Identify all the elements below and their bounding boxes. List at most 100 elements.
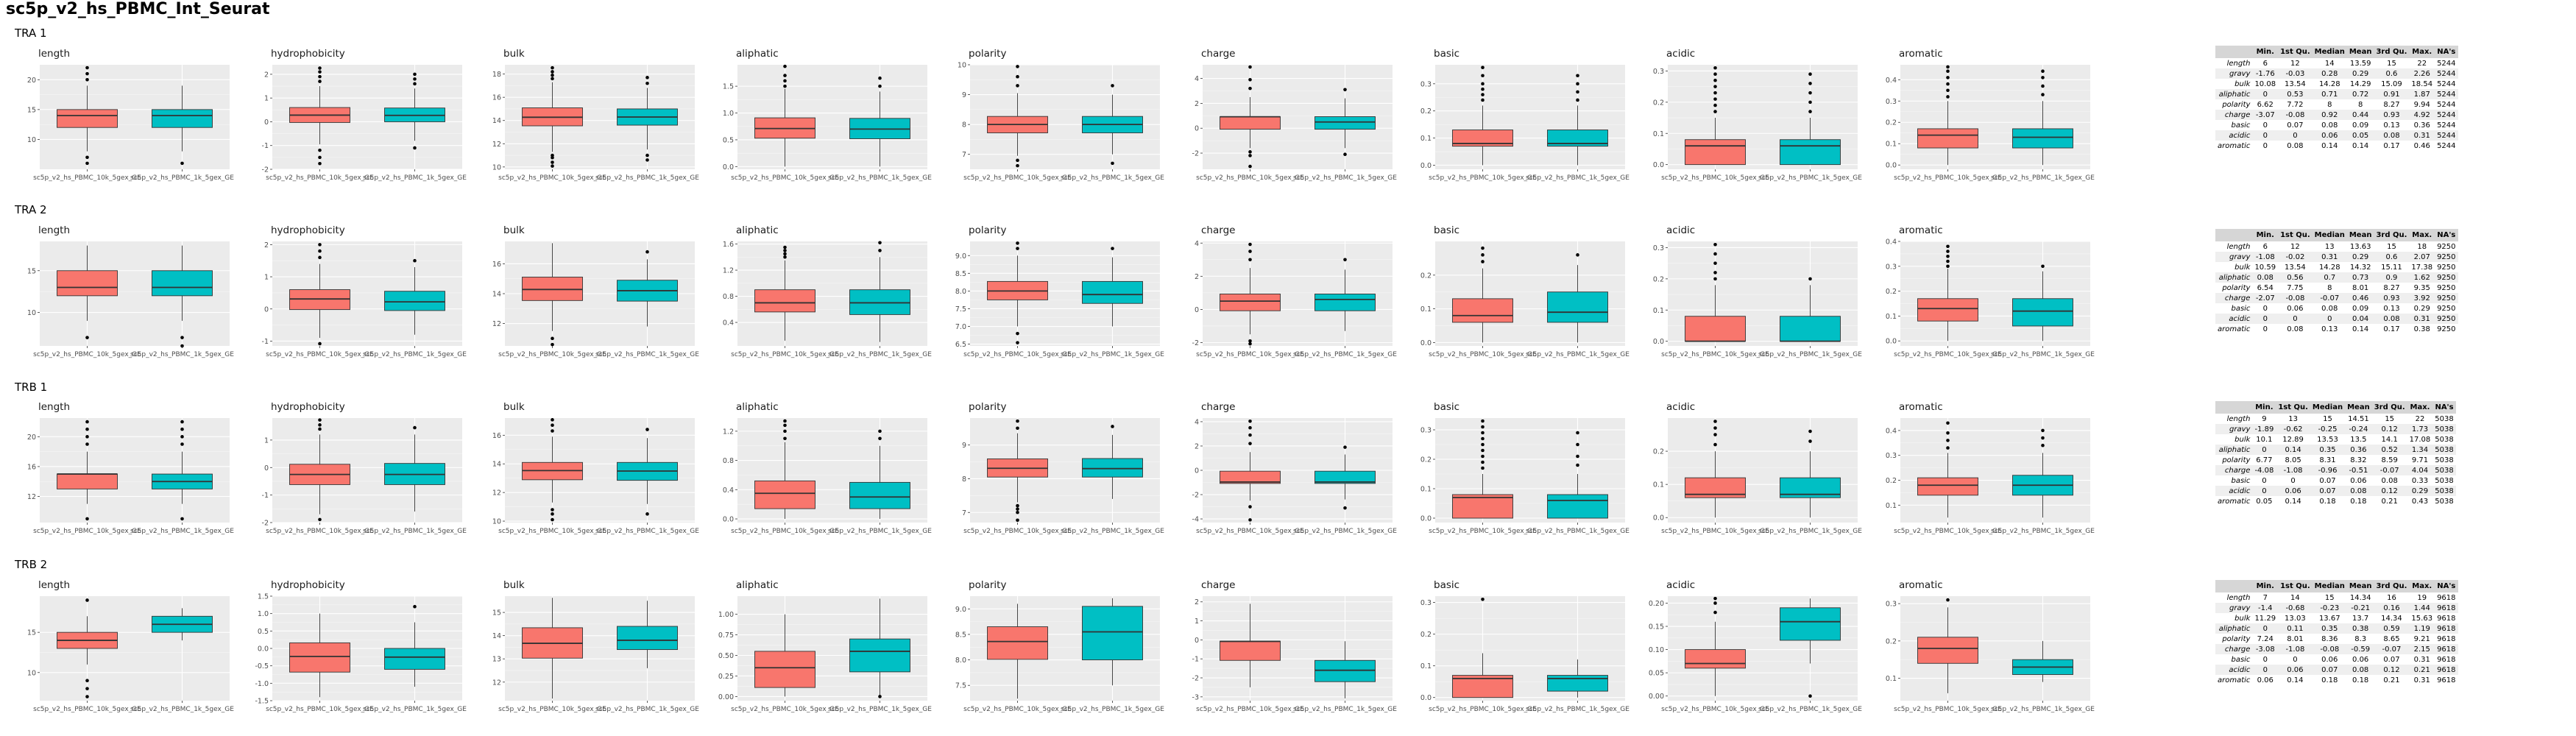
stats-cell: 12	[2290, 242, 2300, 251]
x-tick-label: sc5p_v2_hs_PBMC_10k_5gex_GE	[1429, 174, 1537, 182]
stats-cell: 7.75	[2287, 283, 2304, 292]
x-tick-label: sc5p_v2_hs_PBMC_1k_5gex_GE	[363, 174, 467, 182]
stats-cell: 0.14	[2352, 325, 2369, 333]
outlier-point	[85, 71, 89, 76]
stats-header-cell: Min.	[2252, 46, 2279, 58]
stats-cell: 0.35	[2310, 445, 2346, 455]
stats-cell: 13.63	[2349, 242, 2371, 251]
x-tick-label: sc5p_v2_hs_PBMC_10k_5gex_GE	[1894, 528, 2002, 535]
outlier-point	[878, 436, 882, 441]
stats-cell: 9618	[2435, 644, 2458, 654]
stats-cell: -1.08	[2252, 252, 2279, 262]
y-tick-label: 14	[492, 117, 501, 125]
y-tick-label: 0.1	[1653, 130, 1664, 138]
outlier-point	[180, 435, 184, 439]
outlier-point	[85, 435, 89, 439]
outlier-point	[1481, 460, 1485, 464]
stats-header-cell	[2215, 229, 2253, 241]
box	[1780, 607, 1841, 641]
y-tick-label: 7.0	[955, 323, 966, 331]
outlier-point	[318, 161, 322, 166]
stats-cell: -2.07	[2252, 293, 2279, 303]
stats-row: bulk 10.08 13.54 14.28 14.29 15.09 18.54 5244	[2215, 79, 2458, 89]
outlier-point	[1808, 429, 1812, 434]
stats-cell: 9618	[2437, 655, 2456, 664]
stats-cell: 14.51	[2348, 414, 2369, 423]
stats-row: charge -3.07 -0.08 0.92 0.44 0.93 4.92 5244	[2215, 110, 2458, 120]
stats-cell: 13.54	[2285, 79, 2306, 88]
outlier-point	[1808, 277, 1812, 281]
stats-row-label: aliphatic	[2215, 272, 2253, 283]
box	[1547, 291, 1608, 323]
outlier-point	[1248, 433, 1252, 437]
outlier-point	[1481, 425, 1485, 429]
stats-cell: 5038	[2435, 414, 2454, 423]
stats-cell: 14.32	[2349, 263, 2371, 272]
y-tick-label: -1	[1192, 656, 1199, 664]
x-tick-label: sc5p_v2_hs_PBMC_1k_5gex_GE	[1758, 706, 1862, 713]
y-tick-label: 10	[27, 309, 36, 317]
stats-row-label: charge	[2215, 110, 2253, 120]
x-tick-label: sc5p_v2_hs_PBMC_10k_5gex_GE	[266, 706, 374, 713]
y-tick-label: 0.05	[1649, 670, 1664, 678]
panel-title: aliphatic	[736, 401, 779, 413]
y-tick-label: 18	[492, 71, 501, 79]
stats-row: basic 0 0.07 0.08 0.09 0.13 0.36 5244	[2215, 120, 2458, 130]
outlier-point	[878, 84, 882, 88]
box	[1780, 316, 1841, 342]
stats-cell: 0.08	[2321, 121, 2338, 130]
stats-cell: 14.1	[2381, 435, 2398, 444]
outlier-point	[1713, 610, 1717, 615]
stats-cell: 17.08	[2409, 435, 2431, 444]
stats-cell: 5038	[2435, 497, 2454, 506]
outlier-point	[1016, 84, 1019, 88]
stats-header-cell: Median	[2310, 401, 2346, 414]
outlier-point	[1576, 98, 1579, 102]
stats-cell: 0.07	[2319, 476, 2336, 485]
panel-title: aromatic	[1899, 224, 1943, 236]
y-tick-label: 0.25	[718, 673, 734, 681]
outlier-point	[318, 155, 322, 160]
outlier-point	[1016, 518, 1019, 523]
stats-row-label: bulk	[2234, 79, 2251, 88]
stats-cell: 9618	[2437, 614, 2456, 623]
y-tick-label: 0.1	[1886, 313, 1897, 321]
stats-cell: 0	[2312, 314, 2347, 324]
stats-cell: 6.54	[2257, 283, 2274, 292]
y-tick-label: 20	[27, 77, 36, 85]
stats-cell: 8.3	[2354, 634, 2367, 643]
section-label: TRB 1	[15, 381, 48, 394]
stats-cell: -0.23	[2312, 603, 2347, 613]
outlier-point	[1248, 65, 1252, 69]
x-tick-label: sc5p_v2_hs_PBMC_10k_5gex_GE	[1196, 351, 1304, 358]
outlier-point	[1248, 419, 1252, 423]
outlier-point	[1481, 260, 1485, 263]
y-tick-label: -1	[262, 492, 269, 500]
outlier-point	[551, 418, 554, 422]
outlier-point	[1808, 82, 1812, 85]
stats-cell: 0	[2262, 325, 2268, 333]
outlier-point	[1111, 161, 1114, 166]
stats-cell: 9250	[2437, 283, 2456, 292]
stats-row-label: polarity	[2222, 100, 2251, 109]
stats-header-cell: 1st Qu.	[2278, 580, 2313, 592]
stats-cell: 2.15	[2409, 644, 2435, 654]
stats-cell: 0.31	[2409, 130, 2435, 141]
box	[1685, 316, 1746, 342]
outlier-point	[551, 336, 554, 341]
stats-header-cell: Median	[2312, 229, 2347, 241]
stats-cell: -0.96	[2310, 465, 2346, 475]
outlier-point	[1946, 254, 1950, 258]
stats-cell: 0.08	[2252, 272, 2279, 283]
x-tick-label: sc5p_v2_hs_PBMC_10k_5gex_GE	[1661, 351, 1769, 358]
y-tick-label: 1.2	[723, 267, 734, 275]
stats-cell: 13	[2288, 414, 2298, 423]
y-tick-label: 0.00	[1649, 693, 1664, 701]
x-tick-label: sc5p_v2_hs_PBMC_1k_5gex_GE	[1293, 174, 1397, 182]
x-tick-label: sc5p_v2_hs_PBMC_10k_5gex_GE	[33, 351, 141, 358]
outlier-point	[783, 245, 787, 250]
boxplot-panel: aliphatic 0.0 0.4 0.8 1.2 sc5p_v2_hs_PBMC_10k…	[723, 401, 932, 535]
box	[1220, 470, 1281, 484]
outlier-point	[318, 74, 322, 79]
x-tick-label: sc5p_v2_hs_PBMC_1k_5gex_GE	[1061, 174, 1164, 182]
